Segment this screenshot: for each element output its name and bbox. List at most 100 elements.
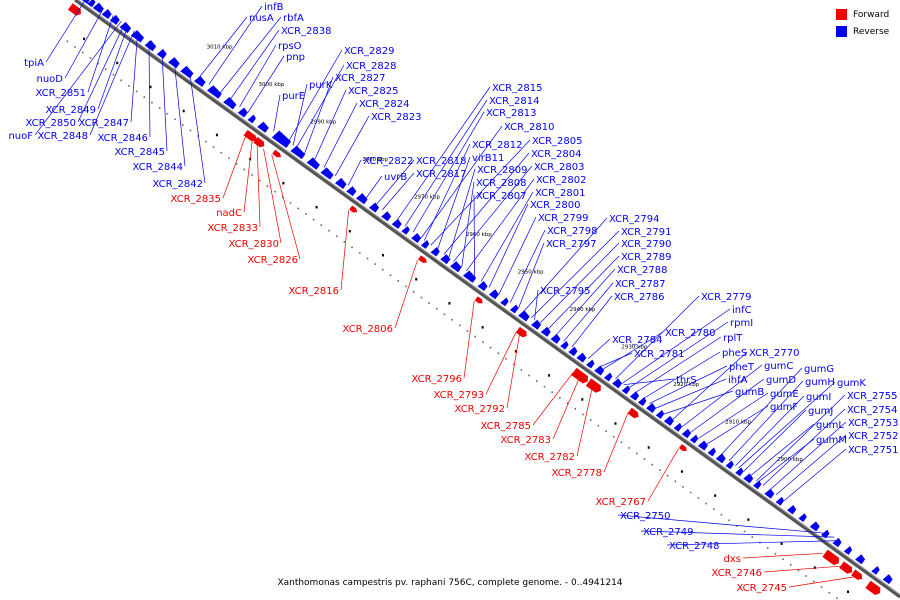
- reverse-gene-arrow: [391, 218, 402, 229]
- reverse-gene-arrow: [81, 0, 90, 4]
- reverse-gene-label-leader: [296, 64, 345, 149]
- reverse-gene-arrow: [560, 340, 569, 350]
- forward-gene-arrow: [627, 407, 639, 419]
- forward-gene-label: dxs: [724, 554, 741, 565]
- reverse-gene-arrow: [257, 121, 269, 133]
- reverse-gene-arrow: [401, 225, 410, 235]
- reverse-gene-label-leader: [563, 282, 614, 342]
- ruler-tick: [205, 140, 207, 143]
- reverse-gene-label: XCR_2798: [547, 226, 598, 237]
- reverse-gene-label: XCR_2794: [609, 214, 660, 225]
- reverse-gene-label-leader: [599, 352, 633, 368]
- reverse-gene-label: XCR_2844: [132, 162, 183, 173]
- reverse-gene-arrow: [871, 565, 880, 575]
- ruler-tick: [628, 447, 630, 449]
- ruler-tick: [466, 330, 469, 332]
- scale-label: 2940 kbp: [570, 307, 596, 313]
- scale-label: 3010 kbp: [207, 44, 233, 50]
- reverse-gene-label-leader: [602, 331, 664, 370]
- reverse-gene-arrow: [237, 107, 248, 118]
- reverse-gene-label: XCR_2807: [476, 191, 527, 202]
- reverse-gene-arrow: [689, 434, 699, 444]
- ruler-tick: [720, 513, 723, 516]
- ruler-tick: [543, 385, 546, 388]
- ruler-tick: [782, 558, 784, 561]
- ruler-tick: [112, 73, 115, 76]
- reverse-gene-arrow: [420, 240, 430, 249]
- feature-mark: [215, 133, 218, 137]
- reverse-gene-label-leader: [161, 50, 168, 152]
- ruler-tick: [474, 335, 477, 338]
- feature-mark: [680, 470, 683, 473]
- ruler-tick: [551, 391, 553, 394]
- reverse-gene-label-leader: [757, 438, 815, 483]
- reverse-gene-label: XCR_2827: [335, 73, 386, 84]
- ruler-tick: [659, 469, 661, 471]
- reverse-gene-label: XCR_2810: [504, 122, 555, 133]
- reverse-gene-label: XCR_2752: [848, 431, 899, 442]
- reverse-gene-arrow: [488, 289, 499, 300]
- reverse-gene-label-leader: [628, 321, 729, 389]
- ruler-tick: [135, 90, 138, 93]
- reverse-gene-label: gumD: [766, 375, 796, 386]
- ruler-tick: [335, 235, 338, 238]
- reverse-gene-label-leader: [738, 381, 836, 469]
- ruler-tick: [382, 268, 384, 271]
- legend-item-forward: Forward: [836, 6, 889, 23]
- reverse-gene-arrow: [306, 157, 320, 170]
- ruler-tick: [297, 207, 299, 210]
- ruler-tick: [674, 480, 677, 483]
- ruler-tick: [574, 408, 577, 410]
- reverse-gene-label-leader: [634, 336, 722, 394]
- forward-gene-label: XCR_2745: [736, 583, 787, 594]
- reverse-gene-label: XCR_2781: [634, 349, 685, 360]
- ruler-tick: [389, 274, 392, 277]
- ruler-tick: [712, 508, 715, 510]
- reverse-gene-arrow: [882, 574, 893, 585]
- reverse-gene-label-leader: [396, 86, 491, 221]
- forward-gene-label: XCR_2746: [711, 568, 762, 579]
- reverse-gene-label: XCR_2848: [37, 131, 88, 142]
- forward-gene-label: XCR_2778: [551, 468, 602, 479]
- reverse-gene-label-leader: [623, 378, 675, 386]
- feature-mark: [548, 374, 551, 377]
- reverse-gene-label: XCR_2805: [532, 136, 583, 147]
- reverse-gene-label: XCR_2749: [643, 527, 694, 538]
- reverse-gene-arrow: [509, 304, 519, 314]
- reverse-gene-arrow: [381, 211, 392, 222]
- reverse-gene-arrow: [119, 21, 132, 34]
- reverse-gene-label-leader: [621, 308, 731, 384]
- ruler-tick: [651, 463, 654, 466]
- ruler-tick: [120, 79, 122, 82]
- reverse-gene-label: XCR_2822: [363, 156, 414, 167]
- ruler-tick: [189, 129, 192, 132]
- ruler-tick: [358, 252, 361, 254]
- reverse-gene-arrow: [775, 496, 785, 506]
- feature-mark: [448, 302, 451, 305]
- reverse-gene-label-leader: [762, 408, 846, 486]
- reverse-gene-label: gumM: [816, 435, 847, 446]
- legend-label-reverse: Reverse: [853, 26, 890, 37]
- legend-swatch-forward: [836, 9, 847, 20]
- reverse-gene-label: XCR_2846: [97, 133, 148, 144]
- ruler-tick: [97, 62, 99, 65]
- ruler-tick: [805, 575, 807, 577]
- ruler-tick: [320, 224, 323, 226]
- reverse-gene-arrow: [798, 513, 807, 523]
- reverse-gene-label-leader: [728, 380, 804, 462]
- reverse-gene-label-leader: [97, 25, 129, 110]
- genome-caption: Xanthomonas campestris pv. raphani 756C,…: [277, 578, 623, 588]
- reverse-gene-arrow: [612, 378, 623, 389]
- forward-gene-arrow: [253, 136, 265, 148]
- reverse-gene-label-leader: [292, 83, 308, 146]
- reverse-gene-label-leader: [615, 295, 700, 380]
- reverse-gene-arrow: [725, 460, 734, 470]
- ruler-tick: [266, 185, 269, 187]
- reverse-gene-label-leader: [430, 139, 531, 246]
- ruler-tick: [528, 374, 530, 377]
- reverse-gene-label-leader: [453, 165, 533, 262]
- forward-gene-arrow: [243, 129, 257, 142]
- reverse-gene-label: uvrB: [384, 172, 407, 183]
- forward-gene-label: XCR_2835: [170, 194, 221, 205]
- ruler-tick: [736, 525, 738, 527]
